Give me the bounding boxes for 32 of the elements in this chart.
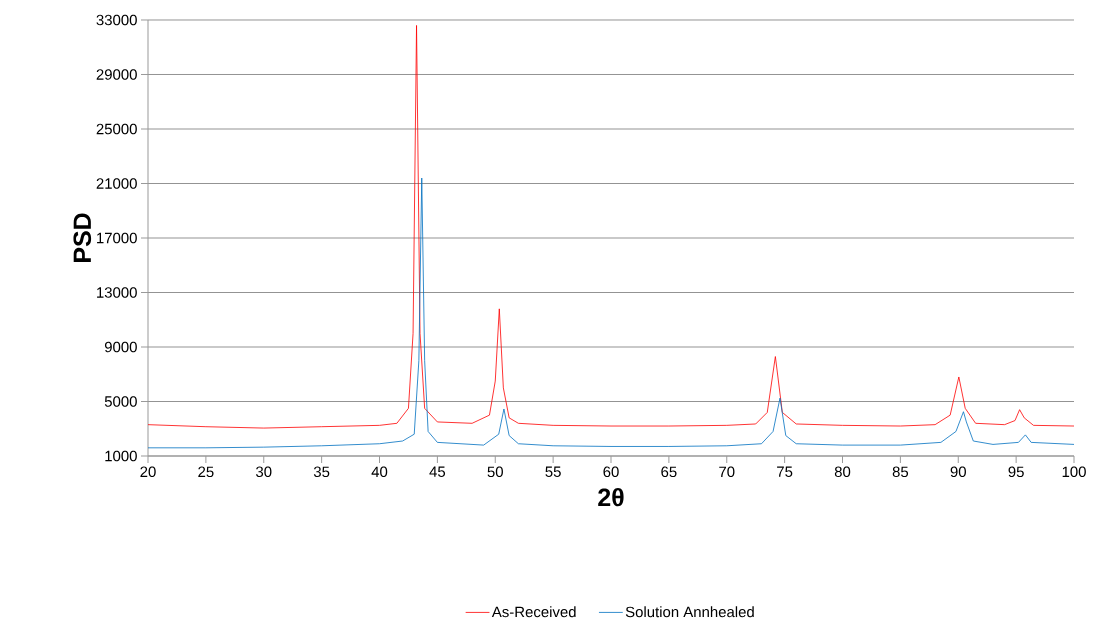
- line-series: [148, 177, 1075, 449]
- y-tick-label: 1000: [105, 450, 137, 462]
- legend-label: As-Received: [491, 606, 576, 618]
- y-tick-label: 13000: [97, 287, 137, 298]
- x-tick-label: 50: [487, 466, 503, 478]
- y-tick-label: 21000: [96, 178, 137, 189]
- y-tick-label: 5000: [104, 396, 137, 407]
- x-tick-label: 30: [256, 466, 272, 478]
- x-tick-label: 85: [892, 466, 909, 478]
- y-tick-label: 25000: [96, 123, 137, 135]
- x-tick-label: 35: [313, 466, 330, 478]
- x-tick-label: 100: [1062, 466, 1086, 478]
- x-tick-label: 40: [371, 466, 388, 478]
- x-tick-label: 90: [950, 466, 966, 478]
- y-axis-title: PSD: [73, 213, 92, 262]
- x-tick-label: 20: [140, 466, 156, 478]
- x-tick-label: 95: [1008, 466, 1024, 478]
- x-tick-label: 55: [545, 466, 561, 477]
- x-tick-label: 25: [198, 466, 214, 478]
- x-tick-label: 70: [719, 466, 735, 478]
- y-tick-label: 17000: [97, 232, 137, 244]
- x-tick-label: 75: [777, 466, 793, 477]
- x-tick-label: 65: [661, 466, 677, 478]
- y-tick-label: 9000: [104, 341, 137, 353]
- x-tick-label: 80: [834, 466, 851, 478]
- x-axis-title: 2θ: [598, 487, 624, 507]
- y-tick-label: 29000: [96, 69, 137, 80]
- x-tick-label: 45: [429, 466, 446, 477]
- line-series: [148, 25, 1075, 429]
- x-tick-label: 60: [603, 466, 619, 478]
- legend-label: Solution Annhealed: [625, 606, 754, 618]
- y-tick-label: 33000: [96, 14, 137, 26]
